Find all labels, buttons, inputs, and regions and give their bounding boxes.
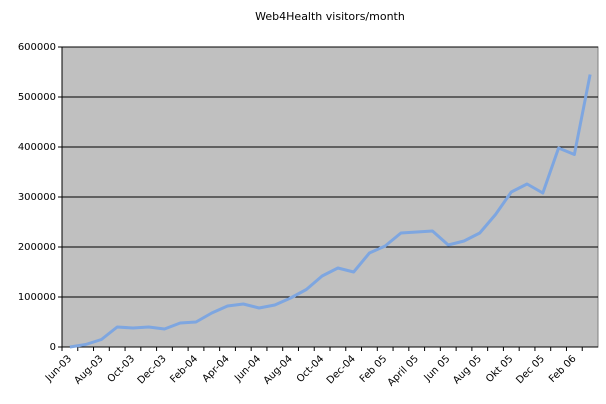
x-tick-label: Feb-04 xyxy=(168,353,200,385)
x-tick-label: Dec-04 xyxy=(325,353,358,386)
x-tick-label: Oct-03 xyxy=(106,353,138,385)
x-tick-label: Aug 05 xyxy=(451,353,484,386)
x-tick-label: Feb 06 xyxy=(547,353,579,385)
x-tick-label: Jun 05 xyxy=(422,353,453,384)
y-tick-label: 200000 xyxy=(18,242,56,253)
x-tick-label: Aug-03 xyxy=(73,353,106,386)
x-tick-label: Dec 05 xyxy=(514,353,547,386)
data-line xyxy=(69,74,592,349)
x-tick-label: Oct-04 xyxy=(295,353,327,385)
y-tick-label: 0 xyxy=(50,342,56,353)
x-tick-label: Jun-04 xyxy=(232,353,263,384)
chart-title: Web4Health visitors/month xyxy=(255,10,405,23)
x-tick-label: April 05 xyxy=(386,353,421,388)
x-tick-label: Aug-04 xyxy=(262,353,295,386)
y-tick-label: 600000 xyxy=(18,42,56,53)
x-tick-label: Apr-04 xyxy=(201,353,232,384)
x-tick-label: Dec-03 xyxy=(136,353,169,386)
y-tick-label: 500000 xyxy=(18,92,56,103)
x-tick-label: Okt 05 xyxy=(484,353,515,384)
x-tick-label: Feb 05 xyxy=(358,353,390,385)
y-tick-label: 100000 xyxy=(18,292,56,303)
y-tick-label: 400000 xyxy=(18,142,56,153)
x-tick-label: Jun-03 xyxy=(43,353,74,384)
y-tick-label: 300000 xyxy=(18,192,56,203)
